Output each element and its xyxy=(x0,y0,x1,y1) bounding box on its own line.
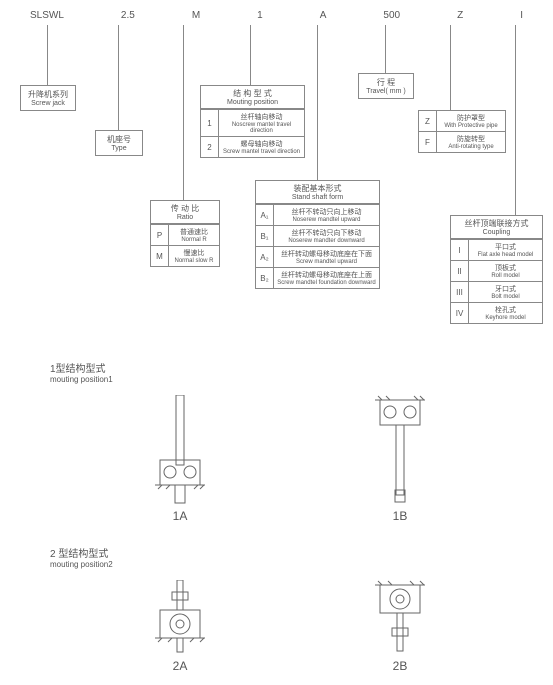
val-en: Anti-rotating type xyxy=(439,144,503,150)
val-en: Noserew mandtel upward xyxy=(276,217,377,223)
key: Z xyxy=(419,111,437,131)
ordering-code-header: SLSWL 2.5 M 1 A 500 Z I xyxy=(0,0,553,21)
key: B₁ xyxy=(256,226,274,246)
key: 2 xyxy=(201,137,219,157)
code-part: 500 xyxy=(383,10,400,21)
key: F xyxy=(419,132,437,152)
val-en: Keyhore model xyxy=(471,315,540,321)
box-title: 结 构 型 式 Mouting position xyxy=(201,86,304,109)
key: IV xyxy=(451,303,469,323)
code-part: M xyxy=(192,10,200,21)
val-cn: 丝杆转动螺母移动底座在下面 xyxy=(276,249,377,259)
type-box: 机座号 Type xyxy=(95,130,143,156)
val-en: Screw mandtel upward xyxy=(276,259,377,265)
label-cn: 升降机系列 xyxy=(27,89,69,100)
label-cn: 行 程 xyxy=(365,77,407,88)
val-cn: 普通速比 xyxy=(171,227,217,237)
val-en: With Protective pipe xyxy=(439,123,503,129)
box-title: 传 动 比 Ratio xyxy=(151,201,219,224)
box-title: 丝杆顶端联接方式 Coupling xyxy=(451,216,542,239)
val-cn: 慢速比 xyxy=(171,248,217,258)
key: I xyxy=(451,240,469,260)
label-cn: 机座号 xyxy=(102,134,136,145)
section1-title: 1型结构型式 mouting position1 xyxy=(50,360,113,384)
val-cn: 防护罩型 xyxy=(439,113,503,123)
fig-label: 2B xyxy=(370,659,430,673)
val-cn: 丝杆轴向移动 xyxy=(221,112,302,122)
travel-box: 行 程 Travel( mm ) xyxy=(358,73,414,99)
label-en: Screw jack xyxy=(27,100,69,107)
val-en: Normal slow R xyxy=(171,258,217,264)
key: 1 xyxy=(201,110,219,136)
fig-label: 2A xyxy=(150,659,210,673)
val-cn: 螺母轴向移动 xyxy=(221,139,302,149)
screwjack-box: 升降机系列 Screw jack xyxy=(20,85,76,111)
label-en: Travel( mm ) xyxy=(365,88,407,95)
val-en: Roll model xyxy=(471,273,540,279)
val-en: Bolt model xyxy=(471,294,540,300)
fig-label: 1A xyxy=(150,509,210,523)
val-cn: 牙口式 xyxy=(471,284,540,294)
key: B₂ xyxy=(256,268,274,288)
val-en: Screw mantel travel direction xyxy=(221,149,302,155)
fig-2b: 2B xyxy=(370,580,430,673)
key: A₂ xyxy=(256,247,274,267)
val-en: Screw mandtel foundation downward xyxy=(276,280,377,286)
key: P xyxy=(151,225,169,245)
val-cn: 丝杆转动螺母移动底座在上面 xyxy=(276,270,377,280)
val-cn: 防旋转型 xyxy=(439,134,503,144)
key: M xyxy=(151,246,169,266)
code-part: Z xyxy=(457,10,463,21)
val-cn: 丝杆不转动只向上移动 xyxy=(276,207,377,217)
val-en: Noserew mandter downward xyxy=(276,238,377,244)
label-en: Type xyxy=(102,145,136,152)
key: III xyxy=(451,282,469,302)
val-cn: 栓孔式 xyxy=(471,305,540,315)
code-part: A xyxy=(320,10,327,21)
val-cn: 平口式 xyxy=(471,242,540,252)
val-en: Normal R xyxy=(171,237,217,243)
fig-1a: 1A xyxy=(150,395,210,523)
fig-label: 1B xyxy=(370,509,430,523)
box-title: 装配基本形式 Stand shaft form xyxy=(256,181,379,204)
val-en: Flat axle head model xyxy=(471,252,540,258)
val-cn: 丝杆不转动只向下移动 xyxy=(276,228,377,238)
protect-box: Z防护罩型With Protective pipe F防旋转型Anti-rota… xyxy=(418,110,506,153)
key: A₁ xyxy=(256,205,274,225)
section2-title: 2 型结构型式 mouting position2 xyxy=(50,545,113,569)
coupling-box: 丝杆顶端联接方式 Coupling I平口式Flat axle head mod… xyxy=(450,215,543,324)
ratio-box: 传 动 比 Ratio P普通速比Normal R M慢速比Normal slo… xyxy=(150,200,220,267)
code-part: 1 xyxy=(257,10,263,21)
fig-2a: 2A xyxy=(150,580,210,673)
code-part: I xyxy=(520,10,523,21)
fig-1b: 1B xyxy=(370,395,430,523)
val-cn: 顶板式 xyxy=(471,263,540,273)
key: II xyxy=(451,261,469,281)
val-en: Noscrew mantel travel direction xyxy=(221,122,302,134)
shaft-box: 装配基本形式 Stand shaft form A₁丝杆不转动只向上移动Nose… xyxy=(255,180,380,289)
code-part: SLSWL xyxy=(30,10,64,21)
code-part: 2.5 xyxy=(121,10,135,21)
mounting-box: 结 构 型 式 Mouting position 1丝杆轴向移动Noscrew … xyxy=(200,85,305,158)
